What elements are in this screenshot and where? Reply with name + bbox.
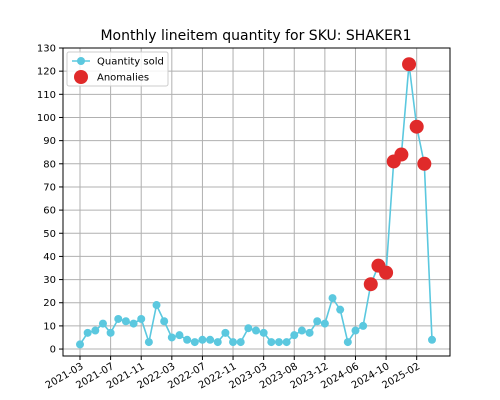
quantity-point <box>137 314 146 323</box>
quantity-point <box>236 338 245 347</box>
quantity-point <box>144 338 153 347</box>
quantity-point <box>297 326 306 335</box>
quantity-point <box>244 324 253 333</box>
legend-marker-swatch <box>77 57 85 65</box>
quantity-point <box>359 321 368 330</box>
plot-series <box>76 57 436 349</box>
grid <box>63 47 450 356</box>
quantity-point <box>121 317 130 326</box>
y-tick-label: 100 <box>37 113 56 124</box>
quantity-point <box>282 338 291 347</box>
y-tick-label: 80 <box>43 159 56 170</box>
quantity-point <box>351 326 360 335</box>
quantity-point <box>343 338 352 347</box>
y-tick-label: 90 <box>43 136 56 147</box>
quantity-point <box>76 340 84 349</box>
y-tick-label: 60 <box>43 206 56 217</box>
chart-title: Monthly lineitem quantity for SKU: SHAKE… <box>100 28 411 44</box>
quantity-point <box>183 335 192 344</box>
quantity-point <box>91 326 100 335</box>
y-tick-label: 120 <box>37 67 56 78</box>
quantity-point <box>313 317 322 326</box>
quantity-point <box>152 301 161 310</box>
anomaly-point <box>402 57 417 72</box>
anomaly-point <box>394 147 409 162</box>
quantity-point <box>290 331 299 340</box>
anomaly-point <box>417 156 432 171</box>
y-axis: 0 10 20 30 40 50 60 70 80 90 100 110 120 130 <box>37 44 63 356</box>
quantity-point <box>83 328 92 337</box>
anomaly-point <box>363 277 378 292</box>
quantity-point <box>328 294 337 303</box>
y-tick-label: 50 <box>43 229 56 240</box>
quantity-point <box>229 338 238 347</box>
quantity-point <box>98 319 107 328</box>
legend: Quantity sold Anomalies <box>66 51 169 87</box>
quantity-point <box>175 331 184 340</box>
quantity-point <box>160 317 169 326</box>
x-axis: 2021-032021-072021-112022-032022-072022-… <box>44 356 422 391</box>
quantity-point <box>129 319 138 328</box>
y-tick-label: 10 <box>43 321 56 332</box>
y-tick-label: 110 <box>37 90 56 101</box>
legend-label-anomalies: Anomalies <box>97 73 149 84</box>
quantity-point <box>206 335 215 344</box>
plot-frame <box>62 47 451 357</box>
y-tick-label: 40 <box>43 252 56 263</box>
quantity-point <box>252 326 260 335</box>
quantity-point <box>274 338 283 347</box>
legend-anomaly-swatch <box>74 70 88 84</box>
quantity-point <box>221 328 230 337</box>
quantity-point <box>114 314 123 323</box>
quantity-point <box>213 338 222 347</box>
quantity-point <box>320 319 329 328</box>
y-tick-label: 70 <box>43 182 56 193</box>
y-tick-label: 20 <box>43 298 56 309</box>
quantity-point <box>305 328 314 337</box>
y-tick-label: 30 <box>43 275 56 286</box>
quantity-point <box>267 338 276 347</box>
quantity-point <box>259 328 268 337</box>
quantity-point <box>167 333 176 342</box>
quantity-point <box>336 305 345 314</box>
legend-box <box>66 51 169 87</box>
y-tick-label: 130 <box>37 44 56 55</box>
quantity-point <box>198 335 207 344</box>
anomaly-point <box>409 119 424 134</box>
quantity-point <box>106 328 115 337</box>
legend-label-quantity: Quantity sold <box>97 57 164 68</box>
quantity-point <box>428 335 436 344</box>
quantity-point <box>190 338 199 347</box>
anomaly-point <box>379 265 394 280</box>
y-tick-label: 0 <box>50 345 56 356</box>
